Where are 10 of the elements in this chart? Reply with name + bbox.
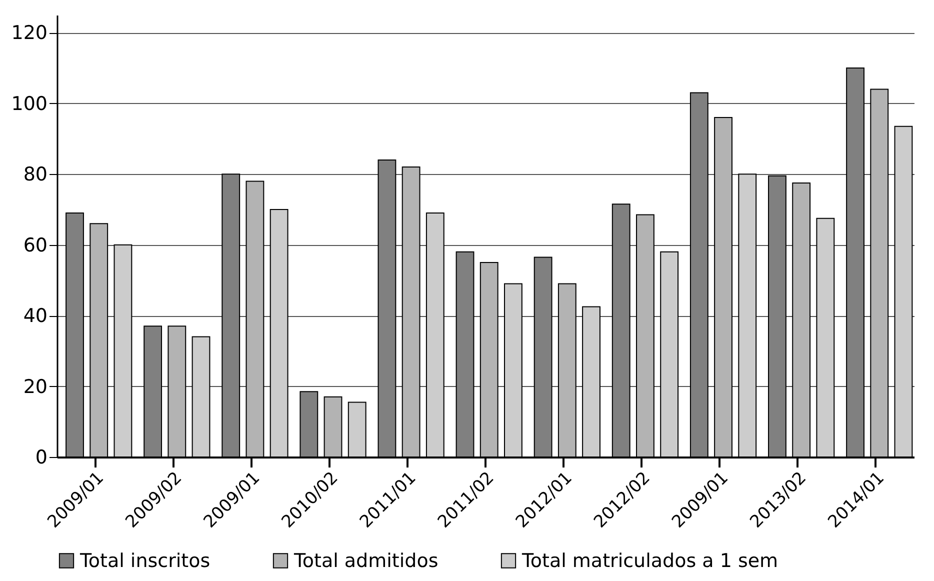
y-tick-label: 60 (23, 234, 48, 256)
y-tick-label: 80 (23, 164, 48, 186)
y-tick-label: 20 (23, 376, 48, 398)
y-tick-label: 0 (35, 446, 48, 468)
y-tick-label: 120 (11, 22, 48, 44)
y-tick-label: 40 (23, 305, 48, 328)
legend-label: Total admitidos (293, 550, 438, 572)
y-tick-label: 100 (11, 92, 48, 115)
legend-label: Total matriculados a 1 sem (521, 550, 778, 572)
legend-label: Total inscritos (79, 550, 210, 572)
